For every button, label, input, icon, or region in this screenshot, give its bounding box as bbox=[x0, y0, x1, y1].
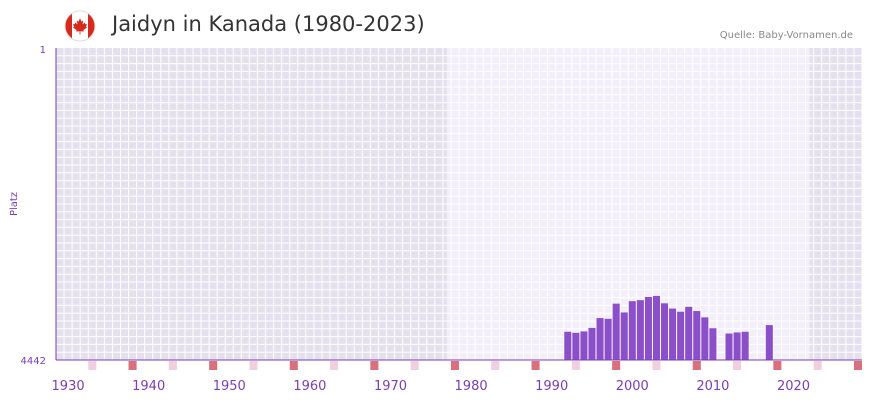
bar-2001 bbox=[636, 300, 644, 360]
bar-1992 bbox=[564, 331, 572, 360]
bar-2017 bbox=[765, 325, 773, 360]
bar-2006 bbox=[677, 311, 685, 360]
y-tick-label-bottom: 4442 bbox=[21, 356, 46, 367]
bar-1993 bbox=[572, 332, 580, 360]
bar-2014 bbox=[741, 331, 749, 360]
x-tick-label-2000: 2000 bbox=[616, 379, 649, 394]
x-tick-label-1980: 1980 bbox=[455, 379, 488, 394]
half-decade-marker-1953 bbox=[249, 361, 258, 370]
half-decade-marker-2013 bbox=[733, 361, 742, 370]
half-decade-marker-1973 bbox=[410, 361, 419, 370]
decade-marker-1988 bbox=[531, 361, 540, 370]
bar-2000 bbox=[628, 301, 636, 360]
bar-2012 bbox=[725, 333, 733, 360]
half-decade-marker-1993 bbox=[571, 361, 580, 370]
x-tick-label-2020: 2020 bbox=[777, 379, 810, 394]
chart-title: Jaidyn in Kanada (1980-2023) bbox=[112, 12, 425, 36]
decade-marker-1958 bbox=[289, 361, 298, 370]
bar-2009 bbox=[701, 317, 709, 360]
bar-2010 bbox=[709, 328, 717, 360]
decade-marker-2018 bbox=[773, 361, 782, 370]
x-tick-label-2010: 2010 bbox=[696, 379, 729, 394]
x-tick-label-1930: 1930 bbox=[52, 379, 85, 394]
x-tick-label-1990: 1990 bbox=[535, 379, 568, 394]
bar-2007 bbox=[685, 306, 693, 360]
bar-2013 bbox=[733, 332, 741, 360]
bar-1994 bbox=[580, 331, 588, 360]
half-decade-marker-1933 bbox=[88, 361, 97, 370]
y-tick-label-top: 1 bbox=[40, 45, 46, 56]
decade-marker-1998 bbox=[612, 361, 621, 370]
x-tick-label-1950: 1950 bbox=[213, 379, 246, 394]
canada-flag-icon bbox=[64, 10, 96, 42]
bar-1999 bbox=[620, 312, 628, 360]
bar-1997 bbox=[604, 318, 612, 360]
bar-2002 bbox=[644, 296, 652, 360]
half-decade-marker-2003 bbox=[652, 361, 661, 370]
decade-marker-1968 bbox=[370, 361, 379, 370]
decade-marker-1948 bbox=[209, 361, 218, 370]
x-tick-label-1960: 1960 bbox=[293, 379, 326, 394]
bar-1998 bbox=[612, 303, 620, 360]
bar-1996 bbox=[596, 318, 604, 360]
source-label: Quelle: Baby-Vornamen.de bbox=[719, 30, 853, 41]
half-decade-marker-1983 bbox=[491, 361, 500, 370]
decade-marker-1978 bbox=[450, 361, 459, 370]
half-decade-marker-1943 bbox=[168, 361, 177, 370]
bar-2008 bbox=[693, 311, 701, 360]
bar-2003 bbox=[652, 295, 660, 360]
half-decade-marker-2023 bbox=[813, 361, 822, 370]
y-axis-label: Platz bbox=[9, 192, 20, 216]
x-tick-label-1970: 1970 bbox=[374, 379, 407, 394]
decade-marker-1938 bbox=[128, 361, 137, 370]
decade-marker-2028 bbox=[853, 361, 862, 370]
bar-2005 bbox=[669, 308, 677, 360]
decade-marker-2008 bbox=[692, 361, 701, 370]
half-decade-marker-1963 bbox=[330, 361, 339, 370]
bar-2004 bbox=[661, 303, 669, 360]
x-tick-label-1940: 1940 bbox=[132, 379, 165, 394]
bar-1995 bbox=[588, 327, 596, 360]
